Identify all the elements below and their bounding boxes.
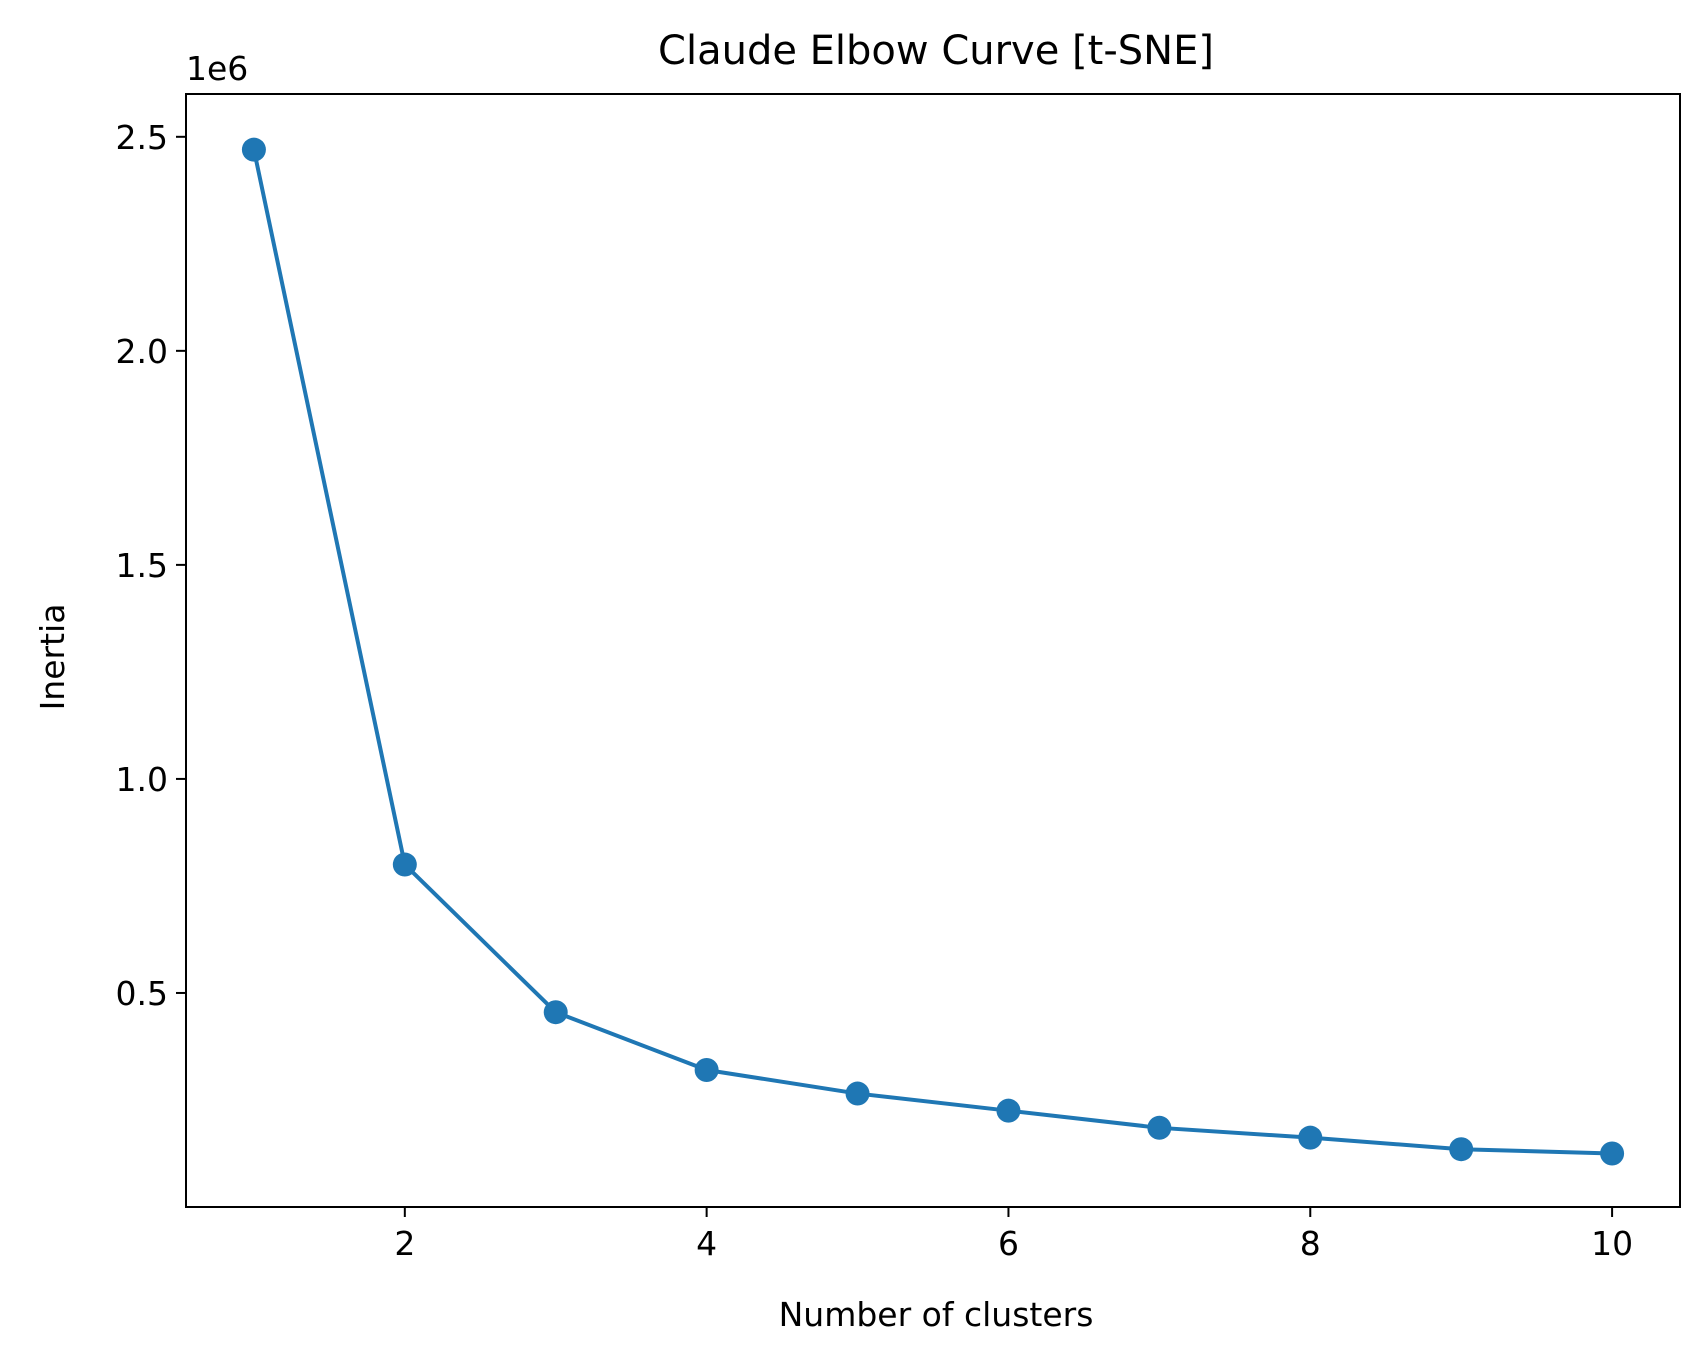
data-point [1600,1141,1625,1166]
y-axis-label: Inertia [33,604,72,711]
data-point [996,1098,1021,1123]
x-tick-label: 4 [696,1224,717,1263]
x-tick-label: 6 [998,1224,1019,1263]
plot-frame [185,93,1681,1208]
chart-title: Claude Elbow Curve [t-SNE] [658,28,1214,74]
data-point [392,852,417,877]
y-tick-label: 1.0 [116,760,168,799]
data-point [1147,1115,1172,1140]
plot-area: 2 4 6 8 10 0.5 1.0 1.5 2.0 2.5 [116,93,1681,1263]
data-point [543,1000,568,1025]
y-tick-label: 1.5 [116,546,168,585]
x-tick-label: 8 [1300,1224,1321,1263]
x-tick-label: 10 [1591,1224,1633,1263]
x-axis-label: Number of clusters [779,1295,1094,1334]
data-point [694,1058,719,1083]
y-axis-offset-label: 1e6 [186,49,248,88]
data-point [1298,1125,1323,1150]
y-tick-label: 2.0 [116,332,168,371]
data-point [1449,1137,1474,1162]
y-tick-label: 2.5 [116,118,168,157]
x-tick-label: 2 [394,1224,415,1263]
y-tick-label: 0.5 [116,974,168,1013]
data-point [845,1081,870,1106]
data-point [241,137,266,162]
series-line [251,147,1615,1156]
